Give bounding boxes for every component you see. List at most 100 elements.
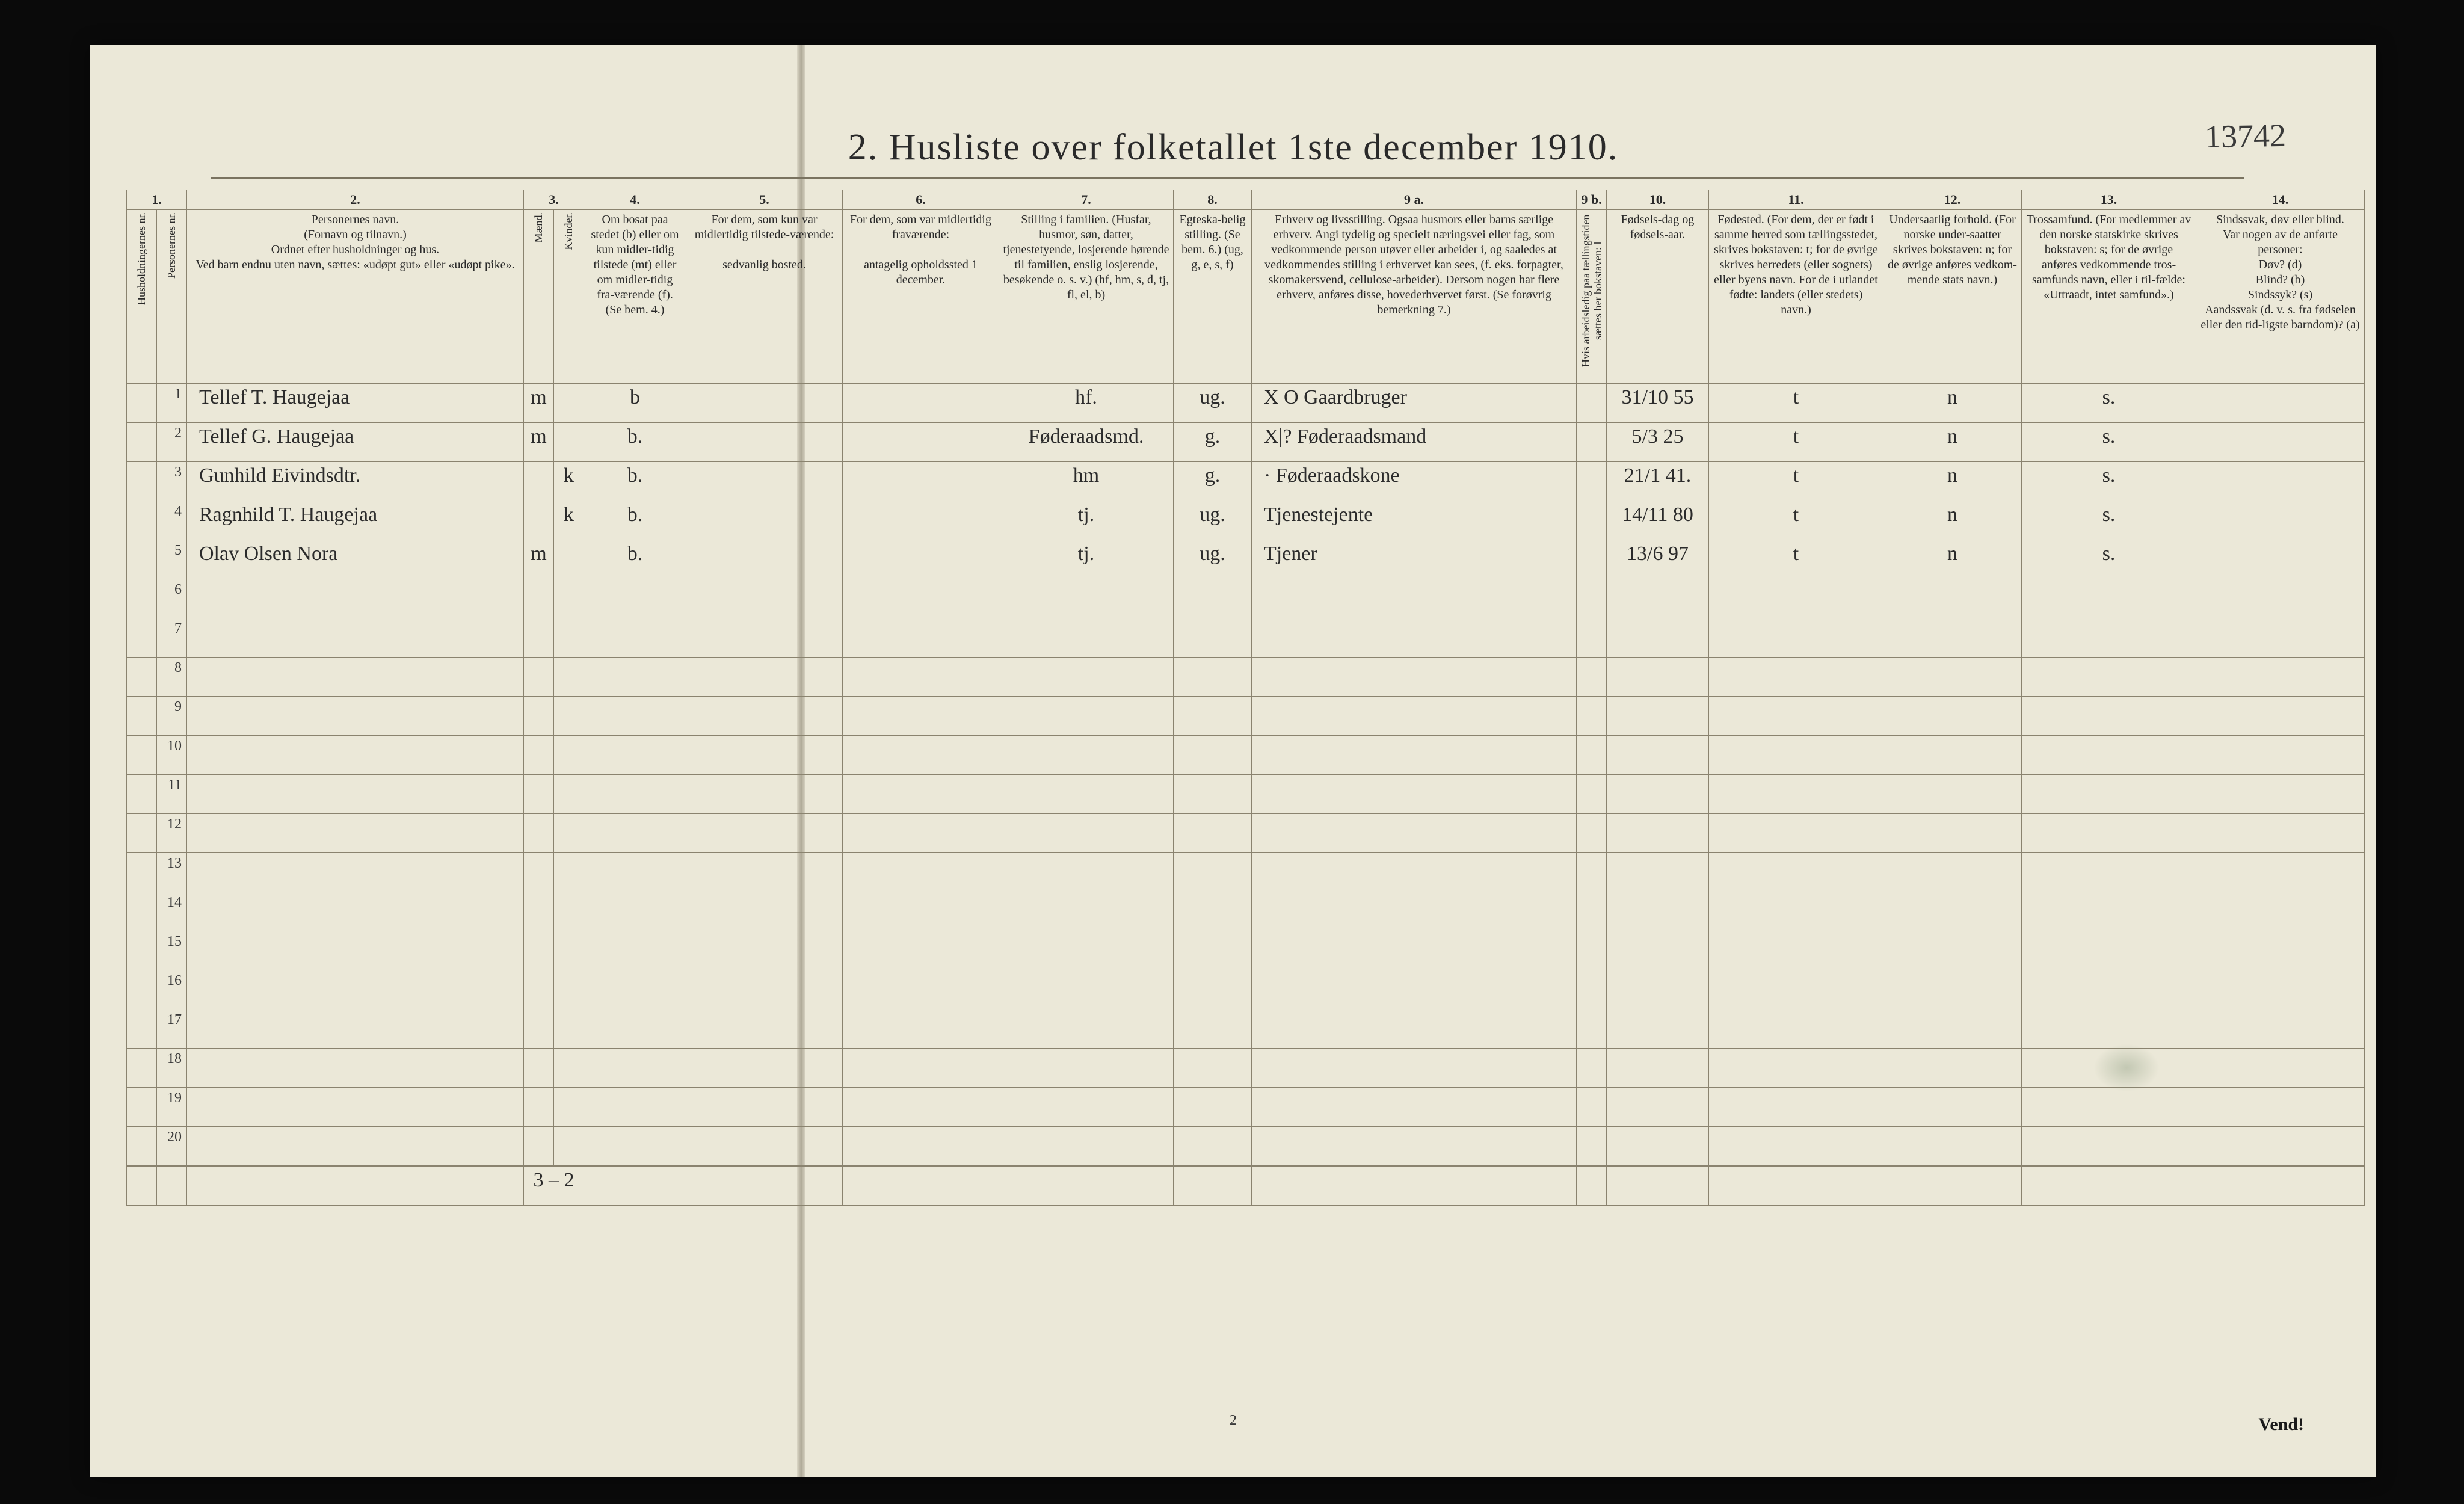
person-no-cell: 17: [157, 1009, 187, 1048]
table-row-empty: 20: [127, 1126, 2365, 1166]
empty-cell: [524, 892, 554, 931]
empty-cell: [1174, 1009, 1252, 1048]
religion-cell: s.: [2022, 422, 2196, 461]
empty-cell: [999, 813, 1174, 852]
empty-cell: [2196, 813, 2365, 852]
hdr-occupation: Erhverv og livsstilling. Ogsaa husmors e…: [1252, 209, 1577, 383]
empty-cell: [187, 970, 524, 1009]
colnum-6: 6.: [843, 190, 999, 210]
household-no-cell: [127, 852, 157, 892]
empty-cell: [1252, 852, 1577, 892]
empty-cell: [1252, 618, 1577, 657]
empty-cell: [686, 813, 843, 852]
hdr-nationality: Undersaatlig forhold. (For norske under-…: [1883, 209, 2022, 383]
empty-cell: [1174, 618, 1252, 657]
empty-cell: [584, 813, 686, 852]
empty-cell: [1252, 774, 1577, 813]
household-no-cell: [127, 618, 157, 657]
empty-cell: [187, 852, 524, 892]
empty-cell: [843, 657, 999, 696]
person-no-cell: 19: [157, 1087, 187, 1126]
household-no-cell: [127, 501, 157, 540]
name-cell: Olav Olsen Nora: [187, 540, 524, 579]
person-no-cell: 11: [157, 774, 187, 813]
hdr-sex-k: Kvinder.: [554, 209, 584, 383]
empty-cell: [2022, 852, 2196, 892]
empty-cell: [524, 1009, 554, 1048]
occupation-cell: X|? Føderaadsmand: [1252, 422, 1577, 461]
unemployed-cell: [1577, 422, 1607, 461]
empty-cell: [554, 657, 584, 696]
empty-cell: [187, 1087, 524, 1126]
document-page: 13742 2. Husliste over folketallet 1ste …: [90, 45, 2376, 1477]
temp-absent-cell: [843, 383, 999, 422]
colnum-10: 10.: [1607, 190, 1709, 210]
empty-cell: [524, 852, 554, 892]
empty-cell: [1709, 852, 1883, 892]
marital-cell: g.: [1174, 461, 1252, 501]
household-no-cell: [127, 383, 157, 422]
empty-cell: [686, 1009, 843, 1048]
empty-cell: [524, 1048, 554, 1087]
empty-cell: [584, 696, 686, 735]
empty-cell: [1174, 970, 1252, 1009]
summary-row: 3 – 2: [127, 1166, 2365, 1206]
printed-page-number: 2: [90, 1413, 2376, 1429]
empty-cell: [1607, 1048, 1709, 1087]
colnum-2: 2.: [187, 190, 524, 210]
hdr-household-no: Husholdningernes nr.: [127, 209, 157, 383]
colnum-13: 13.: [2022, 190, 2196, 210]
hdr-person-no: Personernes nr.: [157, 209, 187, 383]
table-row: 3Gunhild Eivindsdtr.kb.hmg.· Føderaadsko…: [127, 461, 2365, 501]
occupation-cell: X O Gaardbruger: [1252, 383, 1577, 422]
religion-cell: s.: [2022, 540, 2196, 579]
empty-cell: [843, 579, 999, 618]
empty-cell: [584, 1087, 686, 1126]
empty-cell: [1577, 852, 1607, 892]
sex-m-cell: m: [524, 383, 554, 422]
empty-cell: [2196, 657, 2365, 696]
empty-cell: [524, 1087, 554, 1126]
empty-cell: [2022, 970, 2196, 1009]
empty-cell: [843, 1048, 999, 1087]
residence-cell: b.: [584, 501, 686, 540]
empty-cell: [843, 892, 999, 931]
family-pos-cell: tj.: [999, 540, 1174, 579]
sex-m-cell: m: [524, 540, 554, 579]
empty-cell: [554, 892, 584, 931]
residence-cell: b.: [584, 540, 686, 579]
birthdate-cell: 31/10 55: [1607, 383, 1709, 422]
empty-cell: [1577, 1009, 1607, 1048]
census-table: 1. 2. 3. 4. 5. 6. 7. 8. 9 a. 9 b. 10. 11…: [126, 190, 2365, 1206]
title-underline: [211, 177, 2244, 179]
person-no-cell: 1: [157, 383, 187, 422]
table-row: 2Tellef G. Haugejaamb.Føderaadsmd.g.X|? …: [127, 422, 2365, 461]
empty-cell: [584, 852, 686, 892]
household-no-cell: [127, 461, 157, 501]
household-no-cell: [127, 774, 157, 813]
empty-cell: [2022, 774, 2196, 813]
hdr-disability: Sindssvak, døv eller blind. Var nogen av…: [2196, 209, 2365, 383]
household-no-cell: [127, 1087, 157, 1126]
disability-cell: [2196, 501, 2365, 540]
nationality-cell: n: [1883, 540, 2022, 579]
family-pos-cell: tj.: [999, 501, 1174, 540]
empty-cell: [554, 1126, 584, 1166]
colnum-7: 7.: [999, 190, 1174, 210]
empty-cell: [524, 696, 554, 735]
empty-cell: [584, 735, 686, 774]
empty-cell: [2196, 735, 2365, 774]
name-cell: Ragnhild T. Haugejaa: [187, 501, 524, 540]
colnum-9b: 9 b.: [1577, 190, 1607, 210]
empty-cell: [554, 813, 584, 852]
empty-cell: [554, 852, 584, 892]
colnum-12: 12.: [1883, 190, 2022, 210]
empty-cell: [1577, 931, 1607, 970]
empty-cell: [1174, 1087, 1252, 1126]
empty-cell: [1174, 579, 1252, 618]
empty-cell: [524, 657, 554, 696]
empty-cell: [2022, 931, 2196, 970]
table-row-empty: 15: [127, 931, 2365, 970]
empty-cell: [584, 931, 686, 970]
person-no-cell: 12: [157, 813, 187, 852]
